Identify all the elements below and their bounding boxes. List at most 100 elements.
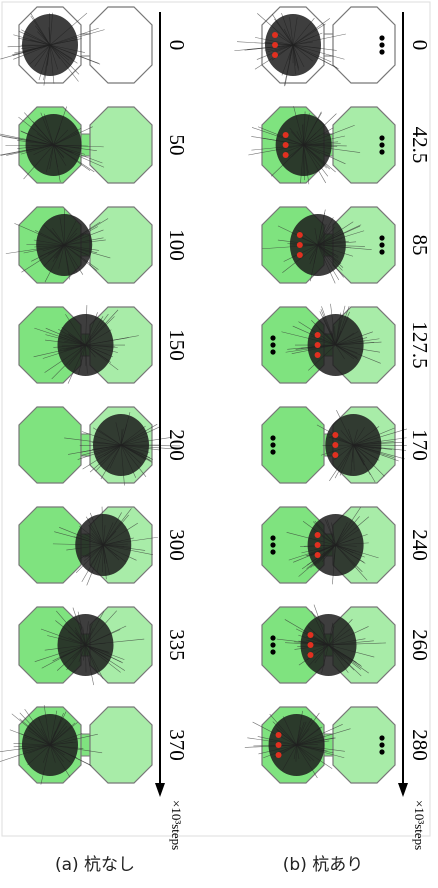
pile-marker xyxy=(270,435,276,441)
chamber xyxy=(261,406,325,484)
red-particle xyxy=(272,42,278,48)
cluster xyxy=(289,214,346,276)
pile-marker xyxy=(270,349,276,355)
chamber xyxy=(89,6,153,84)
cluster xyxy=(25,114,82,176)
cluster xyxy=(93,414,149,476)
snapshot: 335 xyxy=(18,606,189,686)
red-particle xyxy=(275,732,282,738)
cluster xyxy=(265,14,321,76)
red-particle xyxy=(314,552,321,558)
chamber xyxy=(332,706,396,784)
snapshot: 170 xyxy=(261,406,432,484)
snapshot: 0 xyxy=(0,6,189,86)
red-particle xyxy=(296,252,303,258)
snapshot: 85 xyxy=(261,206,432,284)
red-particle xyxy=(314,542,321,548)
chamber xyxy=(332,106,396,184)
red-particle xyxy=(332,452,339,458)
chamber xyxy=(89,206,153,284)
step-label: 0 xyxy=(408,40,432,51)
red-particle xyxy=(307,652,314,658)
red-particle xyxy=(282,132,289,138)
red-particle xyxy=(314,352,321,358)
cluster xyxy=(307,314,364,376)
unit-label: ×10³steps xyxy=(169,800,184,850)
chamber xyxy=(89,706,153,784)
cluster xyxy=(22,14,78,76)
pile-marker xyxy=(270,542,276,548)
step-label: 240 xyxy=(408,529,432,561)
caption: (b) 杭あり xyxy=(283,855,363,875)
step-label: 370 xyxy=(165,729,189,761)
pile-marker xyxy=(379,35,385,41)
snapshot: 200 xyxy=(18,406,189,486)
red-particle xyxy=(296,232,303,238)
pile-marker xyxy=(270,642,276,648)
pile-marker xyxy=(379,242,385,248)
snapshot: 50 xyxy=(0,106,189,184)
pile-marker xyxy=(379,135,385,141)
red-particle xyxy=(332,442,339,448)
pile-marker xyxy=(270,649,276,655)
step-label: 42.5 xyxy=(408,127,432,164)
caption: (a) 杭なし xyxy=(55,855,135,875)
snapshot: 150 xyxy=(18,305,189,384)
step-label: 170 xyxy=(408,429,432,461)
red-particle xyxy=(282,142,289,148)
chamber xyxy=(18,406,82,484)
pile-marker xyxy=(379,742,385,748)
step-label: 300 xyxy=(165,529,189,561)
red-particle xyxy=(282,152,289,158)
red-particle xyxy=(314,332,321,338)
step-label: 260 xyxy=(408,629,432,661)
snapshot: 42.5 xyxy=(248,106,432,185)
step-label: 280 xyxy=(408,729,432,761)
snapshot: 370 xyxy=(0,705,189,785)
pile-marker xyxy=(270,342,276,348)
red-particle xyxy=(307,632,314,638)
pile-marker xyxy=(270,549,276,555)
cluster xyxy=(57,314,114,376)
arrow-head xyxy=(155,783,165,797)
pile-marker xyxy=(379,249,385,255)
step-label: 0 xyxy=(165,40,189,51)
pile-marker xyxy=(270,535,276,541)
step-label: 50 xyxy=(165,135,189,156)
pile-marker xyxy=(379,142,385,148)
step-label: 150 xyxy=(165,329,189,361)
cluster xyxy=(36,214,93,276)
red-particle xyxy=(275,742,282,748)
step-label: 85 xyxy=(408,235,432,256)
red-particle xyxy=(314,342,321,348)
pile-marker xyxy=(379,235,385,241)
pile-marker xyxy=(270,442,276,448)
arrow-head xyxy=(398,783,408,797)
red-particle xyxy=(272,52,278,58)
cluster xyxy=(275,114,332,176)
snapshot-column: 0 42.5 85 127.5 170 240 260 280 ×10³steps (b) 杭あり xyxy=(234,6,432,875)
snapshot: 260 xyxy=(261,604,432,684)
cluster xyxy=(307,514,364,576)
cluster xyxy=(325,414,382,476)
step-label: 335 xyxy=(165,629,189,661)
cluster xyxy=(22,714,78,776)
red-particle xyxy=(307,642,314,648)
snapshot: 240 xyxy=(261,506,432,585)
chamber xyxy=(89,106,153,184)
cluster xyxy=(75,514,132,576)
snapshot-column: 0 50 100 150 200 300 335 370 ×10³steps (a) 杭なし xyxy=(0,6,189,875)
snapshot: 0 xyxy=(234,6,432,87)
pile-marker xyxy=(270,335,276,341)
red-particle xyxy=(332,432,339,438)
step-label: 200 xyxy=(165,429,189,461)
red-particle xyxy=(296,242,303,248)
snapshot: 300 xyxy=(18,506,189,586)
red-particle xyxy=(275,752,282,758)
red-particle xyxy=(272,32,278,38)
chamber xyxy=(18,506,82,584)
cluster xyxy=(57,614,114,676)
snapshot: 280 xyxy=(244,706,432,784)
pile-marker xyxy=(379,735,385,741)
snapshot: 127.5 xyxy=(261,303,432,384)
